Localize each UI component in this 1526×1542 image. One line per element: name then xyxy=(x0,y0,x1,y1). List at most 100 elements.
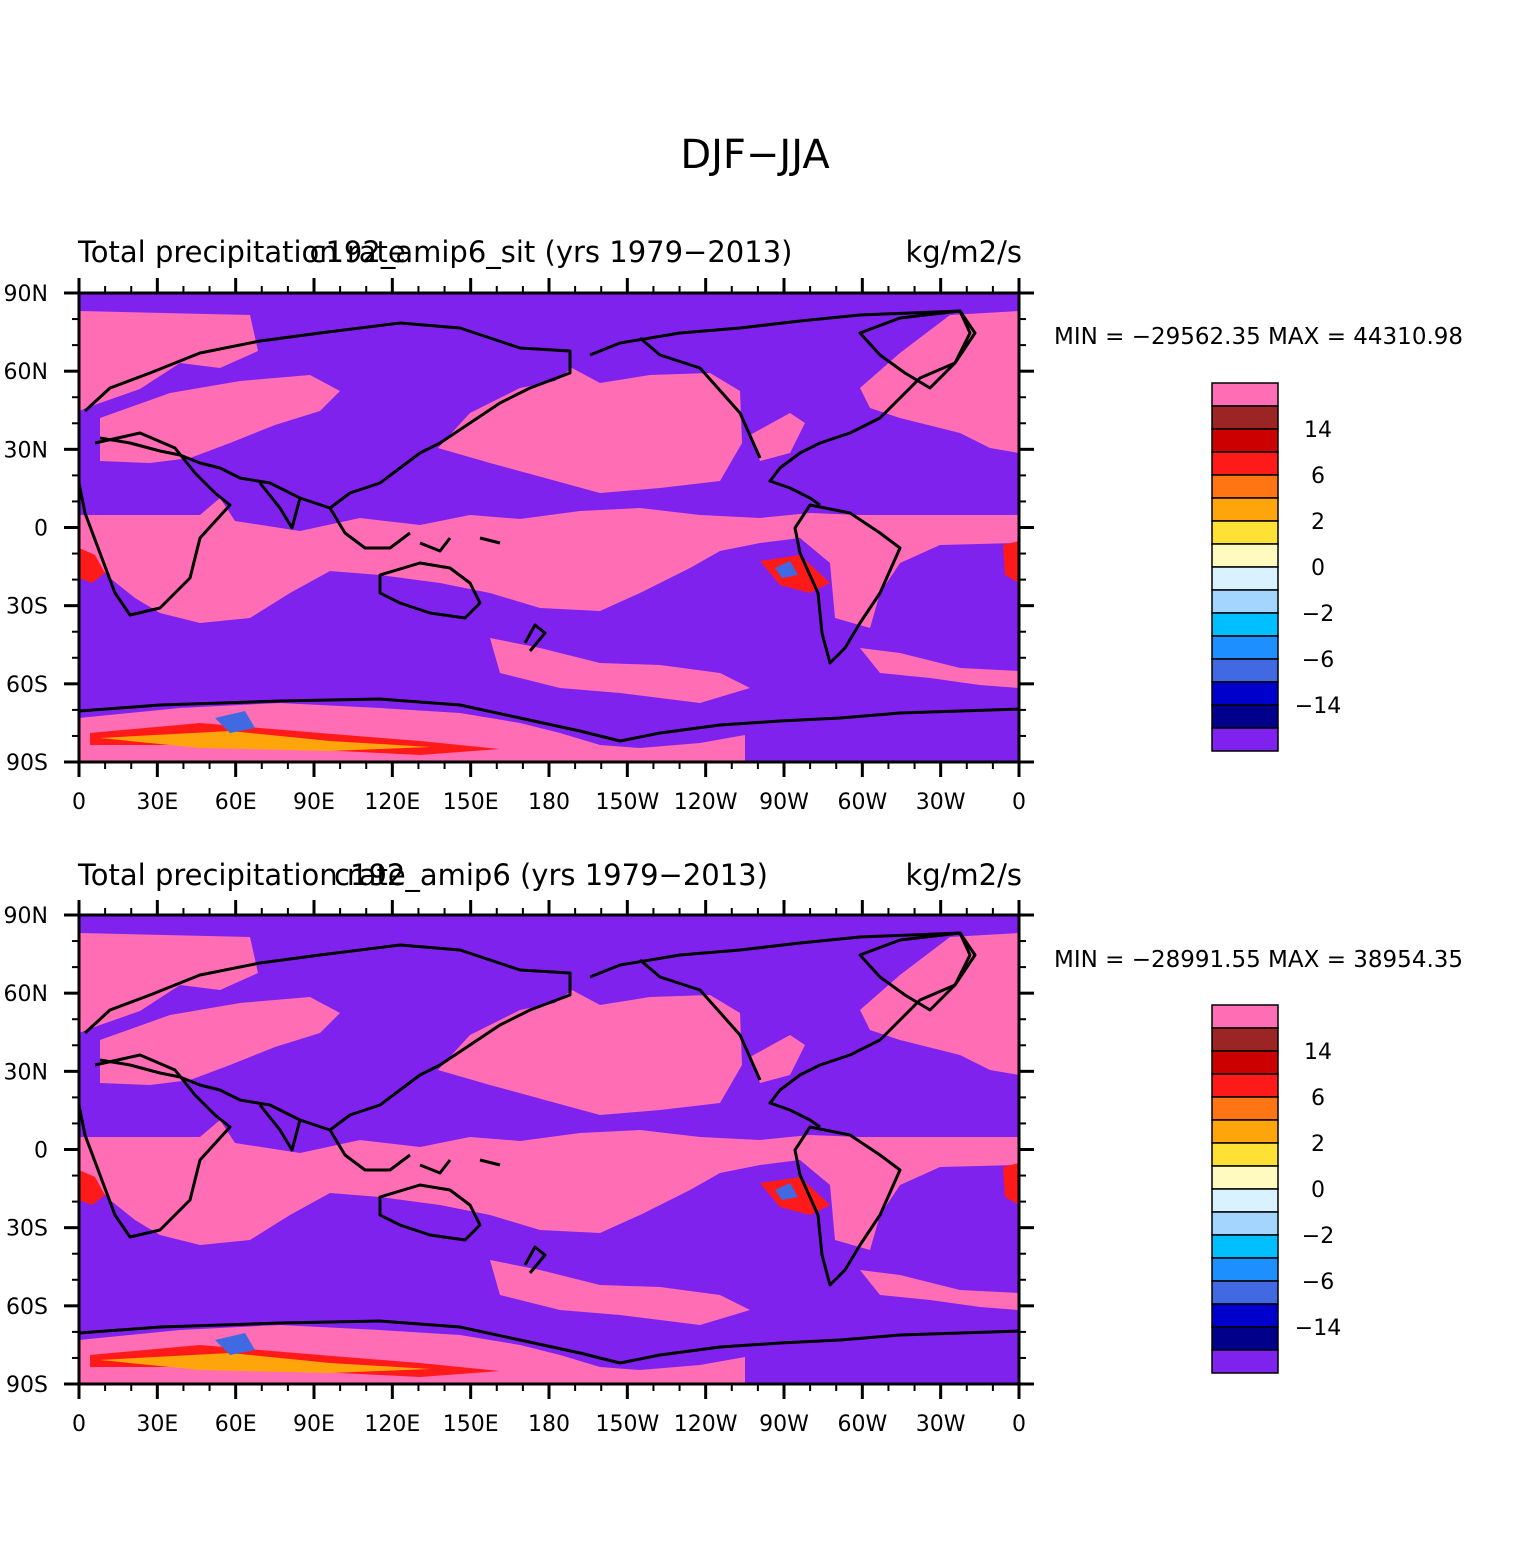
lat-label: 30N xyxy=(4,1060,48,1085)
lon-label: 30W xyxy=(916,1412,966,1437)
lon-label: 30E xyxy=(136,790,178,815)
colorbar-label: 6 xyxy=(1311,464,1325,489)
colorbar-swatch xyxy=(1211,704,1279,729)
colorbar-swatch xyxy=(1211,727,1279,752)
colorbar-swatch xyxy=(1211,520,1279,545)
colorbar-label: 14 xyxy=(1304,1040,1332,1065)
lon-label: 120E xyxy=(364,1412,420,1437)
colorbar-swatch xyxy=(1211,1165,1279,1190)
colorbar-swatch xyxy=(1211,1096,1279,1121)
lon-label: 90W xyxy=(759,1412,809,1437)
colorbar-swatch xyxy=(1211,658,1279,683)
lat-label: 0 xyxy=(34,517,48,542)
figure-title: DJF−JJA xyxy=(680,132,830,178)
colorbar-label: 2 xyxy=(1311,510,1325,535)
colorbar-label: 2 xyxy=(1311,1132,1325,1157)
lon-label: 60W xyxy=(837,790,887,815)
colorbar-swatch xyxy=(1211,1257,1279,1282)
lon-label: 120E xyxy=(364,790,420,815)
colorbar-swatch xyxy=(1211,681,1279,706)
colorbar-swatch xyxy=(1211,451,1279,476)
colorbar-swatch xyxy=(1211,1326,1279,1351)
colorbar-label: 0 xyxy=(1311,556,1325,581)
lon-label: 90W xyxy=(759,790,809,815)
map-field xyxy=(79,293,1019,762)
map-panel-top: Total precipitation rate c192_amip6_sit … xyxy=(4,235,1463,815)
panel-units: kg/m2/s xyxy=(905,858,1022,892)
colorbar-label: −6 xyxy=(1302,648,1334,673)
colorbar-swatch xyxy=(1211,1142,1279,1167)
colorbar-swatch xyxy=(1211,1303,1279,1328)
lat-label: 60S xyxy=(6,673,48,698)
lon-label: 150E xyxy=(443,1412,499,1437)
panel-center-title: c192_amip6 (yrs 1979−2013) xyxy=(334,858,768,892)
lon-label: 60W xyxy=(837,1412,887,1437)
lat-label: 30S xyxy=(6,595,48,620)
lon-label: 0 xyxy=(1012,1412,1026,1437)
lon-label: 60E xyxy=(215,790,257,815)
colorbar: 14 6 2 0 −2 −6 −14 xyxy=(1211,1004,1341,1374)
lon-label: 30W xyxy=(916,790,966,815)
colorbar-label: −14 xyxy=(1295,1316,1341,1341)
lon-label: 30E xyxy=(136,1412,178,1437)
colorbar-swatch xyxy=(1211,405,1279,430)
colorbar-swatch xyxy=(1211,566,1279,591)
panel-center-title: c192_amip6_sit (yrs 1979−2013) xyxy=(310,235,793,269)
colorbar-swatch xyxy=(1211,1211,1279,1236)
colorbar-swatch xyxy=(1211,1234,1279,1259)
panel-left-title: Total precipitation rate xyxy=(77,235,406,269)
min-max-text: MIN = −29562.35 MAX = 44310.98 xyxy=(1054,324,1463,350)
colorbar-swatch xyxy=(1211,474,1279,499)
lat-axis: 90N 60N 30N 0 30S 60S 90S xyxy=(4,282,1034,776)
lat-label: 60S xyxy=(6,1295,48,1320)
lon-label: 0 xyxy=(72,1412,86,1437)
lat-axis: 90N 60N 30N 0 30S 60S 90S xyxy=(4,904,1034,1398)
min-max-text: MIN = −28991.55 MAX = 38954.35 xyxy=(1054,947,1463,973)
lat-label: 0 xyxy=(34,1139,48,1164)
colorbar-swatch xyxy=(1211,497,1279,522)
colorbar-swatch xyxy=(1211,612,1279,637)
lon-label: 120W xyxy=(674,1412,738,1437)
colorbar-swatch xyxy=(1211,1280,1279,1305)
lon-label: 60E xyxy=(215,1412,257,1437)
colorbar-label: −2 xyxy=(1302,1224,1334,1249)
lon-label: 180 xyxy=(528,790,570,815)
lon-label: 180 xyxy=(528,1412,570,1437)
lat-label: 30S xyxy=(6,1217,48,1242)
colorbar-swatch xyxy=(1211,635,1279,660)
colorbar-swatch xyxy=(1211,1004,1279,1029)
colorbar-swatch xyxy=(1211,1027,1279,1052)
map-panel-bottom: Total precipitation rate c192_amip6 (yrs… xyxy=(4,858,1463,1437)
lon-label: 150E xyxy=(443,790,499,815)
panel-left-title: Total precipitation rate xyxy=(77,858,406,892)
lat-label: 90N xyxy=(4,282,48,307)
colorbar-swatch xyxy=(1211,1188,1279,1213)
lon-label: 150W xyxy=(595,1412,659,1437)
lat-label: 60N xyxy=(4,982,48,1007)
lat-label: 90S xyxy=(6,751,48,776)
colorbar-swatch xyxy=(1211,1349,1279,1374)
lon-axis: 0 30E 60E 90E 120E 150E 180 150W 120W 90W 60W 30W 0 xyxy=(72,278,1026,815)
lon-axis: 0 30E 60E 90E 120E 150E 180 150W 120W 90W 60W 30W 0 xyxy=(72,900,1026,1437)
lat-label: 30N xyxy=(4,438,48,463)
lon-label: 90E xyxy=(293,790,335,815)
panel-units: kg/m2/s xyxy=(905,235,1022,269)
colorbar-label: 14 xyxy=(1304,418,1332,443)
colorbar-swatch xyxy=(1211,1119,1279,1144)
lon-label: 0 xyxy=(72,790,86,815)
colorbar-label: 6 xyxy=(1311,1086,1325,1111)
lon-label: 90E xyxy=(293,1412,335,1437)
colorbar-swatch xyxy=(1211,382,1279,407)
colorbar-label: −2 xyxy=(1302,602,1334,627)
colorbar-label: 0 xyxy=(1311,1178,1325,1203)
colorbar-swatch xyxy=(1211,1073,1279,1098)
colorbar-label: −6 xyxy=(1302,1270,1334,1295)
colorbar: 14 6 2 0 −2 −6 −14 xyxy=(1211,382,1341,752)
lon-label: 0 xyxy=(1012,790,1026,815)
lon-label: 150W xyxy=(595,790,659,815)
lat-label: 90S xyxy=(6,1373,48,1398)
lat-label: 90N xyxy=(4,904,48,929)
colorbar-swatch xyxy=(1211,1050,1279,1075)
colorbar-swatch xyxy=(1211,589,1279,614)
